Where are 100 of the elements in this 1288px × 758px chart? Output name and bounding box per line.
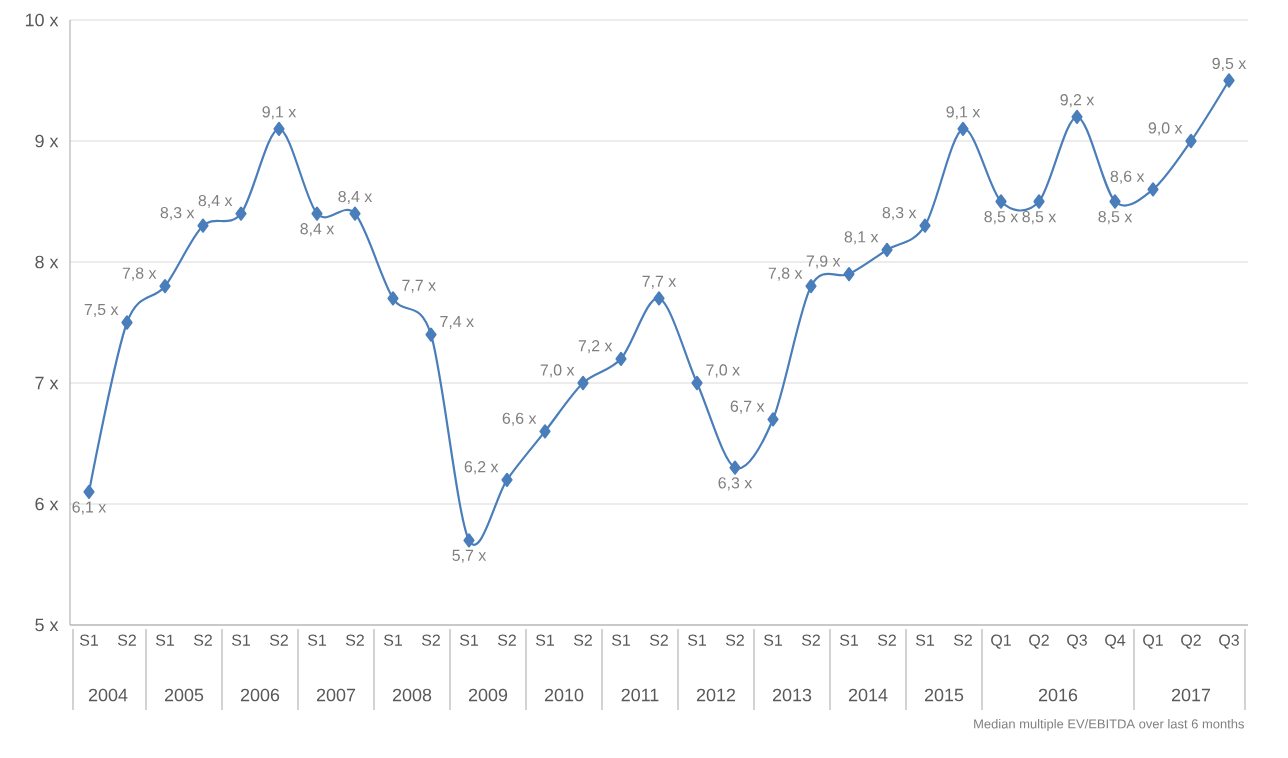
y-tick-label: 5 x <box>35 618 59 632</box>
x-tick-label: S2 <box>953 634 972 646</box>
point <box>1147 182 1159 197</box>
point <box>843 267 855 282</box>
text: 2013 <box>772 688 812 702</box>
data-label: 8,5 x <box>984 211 1019 225</box>
x-tick-label: Q3 <box>1219 634 1239 649</box>
data-label: 8,4 x <box>338 190 373 205</box>
x-tick-label: Q4 <box>1105 634 1126 649</box>
data-label: 8,3 x <box>160 207 195 221</box>
data-label: 6,2 x <box>464 461 499 475</box>
data-label: 9,2 x <box>1060 94 1095 108</box>
x-tick-label: S2 <box>801 634 820 646</box>
x-tick-label: S1 <box>763 634 782 646</box>
point <box>995 194 1007 209</box>
point <box>805 279 817 294</box>
x-tick-label: Q3 <box>1067 634 1087 649</box>
point <box>1185 133 1197 149</box>
point <box>501 472 513 487</box>
text: 2009 <box>468 688 508 702</box>
data-label: 6,6 x <box>502 412 537 426</box>
point <box>311 206 323 221</box>
x-tick-label: Q2 <box>1181 634 1201 649</box>
x-tick-label: S1 <box>915 634 934 646</box>
data-label: 6,1 x <box>72 501 107 515</box>
text: 2005 <box>164 688 204 702</box>
data-label: 7,9 x <box>806 255 841 269</box>
data-label: 8,4 x <box>300 223 335 237</box>
text: 2008 <box>392 688 432 702</box>
point <box>919 218 931 233</box>
point <box>767 412 779 427</box>
data-label: 7,5 x <box>84 303 119 317</box>
text: 2017 <box>1171 688 1211 702</box>
data-label: 7,7 x <box>402 279 436 293</box>
data-label: 7,2 x <box>578 340 613 354</box>
data-label: 8,5 x <box>1022 211 1057 225</box>
data-label: 7,8 x <box>122 267 157 281</box>
point <box>577 375 589 391</box>
text: 2004 <box>88 688 128 702</box>
y-tick-label: 8 x <box>35 255 59 269</box>
point <box>729 460 741 475</box>
x-tick-label: S1 <box>459 634 478 646</box>
y-tick-label: 9 x <box>35 134 59 148</box>
data-label: 7,0 x <box>540 364 575 378</box>
point <box>691 375 703 391</box>
point <box>1223 73 1235 88</box>
data-label: 8,5 x <box>1098 211 1133 225</box>
data-label: 9,1 x <box>946 106 981 120</box>
text: Median multiple EV/EBITDA over last 6 months <box>974 718 1244 732</box>
x-tick-label: S2 <box>497 634 516 646</box>
x-tick-label: S1 <box>535 634 554 646</box>
point <box>197 218 209 233</box>
x-tick-label: Q2 <box>1029 634 1049 649</box>
point <box>463 533 475 548</box>
data-label: 8,6 x <box>1110 170 1145 184</box>
x-tick-label: S2 <box>573 634 592 646</box>
data-label: 9,5 x <box>1212 57 1247 71</box>
text: 2011 <box>621 688 659 702</box>
point <box>235 206 247 221</box>
x-tick-label: S1 <box>611 634 630 646</box>
text: 2007 <box>316 688 356 702</box>
text: 2006 <box>240 688 280 702</box>
data-label: 8,1 x <box>844 231 879 245</box>
data-label: 6,3 x <box>718 477 753 491</box>
point <box>349 206 361 221</box>
data-label: 7,8 x <box>768 267 803 281</box>
x-tick-label: S2 <box>421 634 440 646</box>
point <box>1033 194 1045 209</box>
point <box>83 484 95 499</box>
point <box>425 327 437 342</box>
x-tick-label: S2 <box>193 634 212 646</box>
data-label: 8,3 x <box>882 207 917 221</box>
x-tick-label: S2 <box>725 634 744 646</box>
text: 2012 <box>696 688 736 702</box>
point <box>159 279 171 294</box>
text: 2015 <box>924 688 964 702</box>
x-tick-label: S1 <box>839 634 858 646</box>
data-label: 5,7 x <box>452 549 487 563</box>
x-tick-label: S1 <box>383 634 402 646</box>
x-tick-label: Q1 <box>1143 634 1163 649</box>
x-tick-label: S1 <box>79 634 98 646</box>
x-tick-label: S1 <box>687 634 706 646</box>
point <box>653 291 665 306</box>
x-tick-label: S2 <box>649 634 668 646</box>
data-label: 7,0 x <box>706 364 740 378</box>
point <box>387 291 399 306</box>
x-tick-label: S2 <box>117 634 136 646</box>
data-label: 7,4 x <box>440 316 474 330</box>
point <box>273 121 285 136</box>
x-tick-label: S1 <box>307 634 326 646</box>
point <box>881 242 893 257</box>
x-tick-label: S2 <box>345 634 364 646</box>
data-label: 7,7 x <box>642 275 677 289</box>
data-label: 9,1 x <box>262 106 297 120</box>
y-tick-label: 6 x <box>35 497 59 511</box>
data-label: 6,7 x <box>730 400 765 414</box>
point <box>615 351 627 366</box>
data-label: 9,0 x <box>1148 122 1183 136</box>
text: 2016 <box>1038 688 1078 702</box>
text: 2010 <box>544 688 584 702</box>
